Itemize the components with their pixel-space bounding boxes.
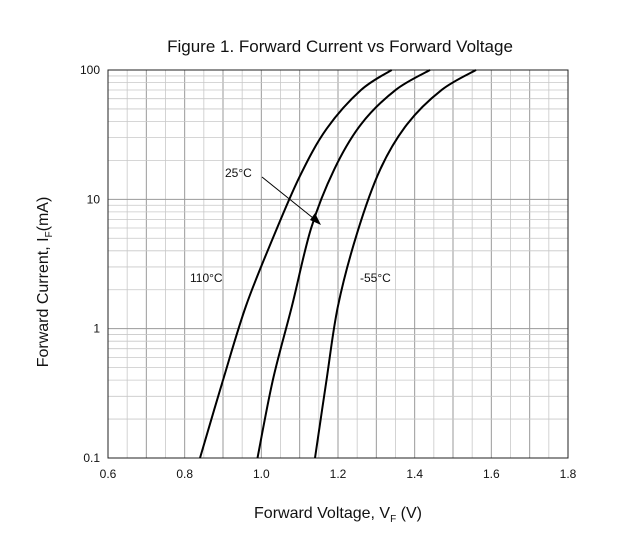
- y-axis-title: Forward Current, IF(mA): [35, 197, 55, 368]
- x-tick-label: 0.6: [100, 467, 117, 481]
- curve-annotations: 110°C 25°C -55°C: [190, 166, 391, 285]
- curve-25c: [256, 69, 431, 459]
- curve-110c: [199, 69, 393, 459]
- x-tick-label: 1.0: [253, 467, 270, 481]
- curves: [199, 69, 477, 459]
- x-tick-label: 1.8: [560, 467, 577, 481]
- x-tick-label: 0.8: [176, 467, 193, 481]
- y-tick-label: 1: [93, 322, 100, 336]
- annotation-arrow-line: [261, 176, 319, 223]
- y-tick-labels: 0.1 1 10 100: [80, 63, 100, 465]
- y-tick-label: 100: [80, 63, 100, 77]
- chart-title: Figure 1. Forward Current vs Forward Vol…: [167, 37, 513, 56]
- annotation-label: 110°C: [190, 271, 223, 285]
- plot-frame: [107, 69, 569, 459]
- annotation-arrow-head: [310, 213, 321, 225]
- plot-grid: [107, 70, 569, 459]
- curve-minus55c: [314, 69, 477, 459]
- x-tick-labels: 0.6 0.8 1.0 1.2 1.4 1.6 1.8: [100, 467, 577, 481]
- annotation-label: -55°C: [360, 271, 391, 285]
- y-tick-label: 0.1: [83, 451, 100, 465]
- x-tick-label: 1.4: [406, 467, 423, 481]
- x-tick-label: 1.6: [483, 467, 500, 481]
- x-tick-label: 1.2: [330, 467, 347, 481]
- x-axis-title: Forward Voltage, VF (V): [254, 505, 422, 525]
- annotation-label: 25°C: [225, 166, 252, 180]
- y-tick-label: 10: [87, 192, 101, 206]
